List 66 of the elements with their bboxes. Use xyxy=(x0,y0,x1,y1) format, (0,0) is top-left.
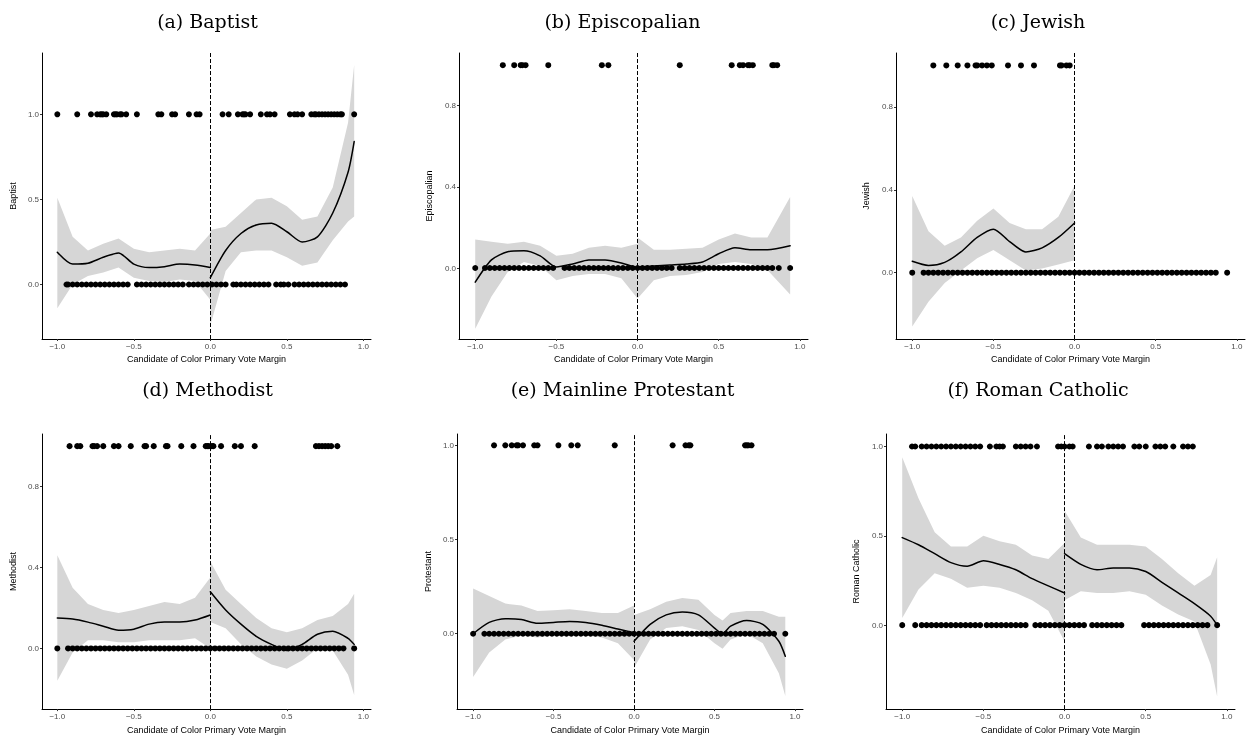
x-tick-label: 0.5 xyxy=(708,711,721,721)
x-tick-label: −0.5 xyxy=(545,711,563,721)
x-tick-label: −1.0 xyxy=(49,711,66,721)
chart-title: (e) Mainline Protestant xyxy=(510,377,735,400)
x-axis-title: Candidate of Color Primary Vote Margin xyxy=(980,724,1141,735)
y-axis-title: Jewish xyxy=(861,182,872,210)
x-tick-label: 0.5 xyxy=(713,341,725,351)
x-tick-label: −1.0 xyxy=(894,711,911,721)
x-tick-label: 1.0 xyxy=(1231,341,1243,351)
y-tick-label: 1.0 xyxy=(871,442,884,451)
chart-title: (d) Methodist xyxy=(142,377,274,400)
y-tick-label: 0.5 xyxy=(871,531,884,541)
x-tick-label: −1.0 xyxy=(904,341,921,351)
y-tick-label: 1.0 xyxy=(27,109,40,119)
chart-title: (c) Jewish xyxy=(990,9,1086,32)
x-tick-label: 0.5 xyxy=(1150,341,1162,351)
y-axis-title: Episcopalian xyxy=(424,170,435,222)
x-tick-label: 0.5 xyxy=(281,341,293,351)
x-tick-label: 0.0 xyxy=(632,341,644,351)
y-tick-label: 0.0 xyxy=(27,280,40,290)
y-axis-title: Methodist xyxy=(7,551,18,592)
x-tick-label: −1.0 xyxy=(465,711,482,721)
x-tick-label: −0.5 xyxy=(125,711,143,721)
y-tick-label: 0.0 xyxy=(881,268,894,278)
x-tick-label: 1.0 xyxy=(357,341,370,351)
x-axis-title: Candidate of Color Primary Vote Margin xyxy=(126,354,287,365)
x-tick-label: 0.0 xyxy=(1059,711,1071,721)
x-axis-title: Candidate of Color Primary Vote Margin xyxy=(990,354,1151,365)
x-tick-label: −0.5 xyxy=(125,341,143,351)
x-tick-label: −0.5 xyxy=(975,711,992,721)
x-tick-label: 0.5 xyxy=(1140,711,1152,721)
y-tick-label: 0.8 xyxy=(881,102,894,112)
x-axis-title: Candidate of Color Primary Vote Margin xyxy=(553,354,714,365)
x-tick-label: 1.0 xyxy=(794,341,806,351)
x-tick-label: 0.5 xyxy=(281,711,293,721)
x-tick-label: −1.0 xyxy=(467,341,484,351)
x-tick-label: 0.0 xyxy=(204,341,217,351)
y-tick-label: 0.5 xyxy=(442,535,455,545)
y-tick-label: 0.0 xyxy=(871,620,884,630)
y-axis-title: Baptist xyxy=(7,181,18,210)
y-tick-label: 0.0 xyxy=(27,643,40,653)
x-tick-label: −1.0 xyxy=(49,341,66,351)
x-tick-label: 1.0 xyxy=(1221,711,1233,721)
x-tick-label: −0.5 xyxy=(548,341,565,351)
y-tick-label: 0.8 xyxy=(27,482,40,492)
x-tick-label: 1.0 xyxy=(357,711,370,721)
y-tick-label: 0.4 xyxy=(27,563,40,572)
chart-title: (a) Baptist xyxy=(157,9,259,32)
y-tick-label: 0.0 xyxy=(442,629,455,639)
y-tick-label: 1.0 xyxy=(442,440,455,450)
y-axis-title: Roman Catholic xyxy=(851,539,862,604)
x-tick-label: 1.0 xyxy=(789,711,802,721)
x-tick-label: 0.0 xyxy=(204,711,217,721)
y-tick-label: 0.5 xyxy=(27,194,40,204)
chart-title: (f) Roman Catholic xyxy=(947,377,1129,400)
x-tick-label: 0.0 xyxy=(628,711,641,721)
chart-title: (b) Episcopalian xyxy=(544,9,701,32)
x-tick-label: 0.0 xyxy=(1069,341,1081,351)
x-axis-title: Candidate of Color Primary Vote Margin xyxy=(550,724,710,735)
y-axis-title: Protestant xyxy=(422,550,433,593)
y-tick-label: 0.4 xyxy=(881,185,894,195)
x-tick-label: −0.5 xyxy=(985,341,1002,351)
x-axis-title: Candidate of Color Primary Vote Margin xyxy=(126,724,287,735)
y-tick-label: 0.8 xyxy=(444,101,457,111)
y-tick-label: 0.4 xyxy=(444,182,457,192)
y-tick-label: 0.0 xyxy=(444,263,457,273)
